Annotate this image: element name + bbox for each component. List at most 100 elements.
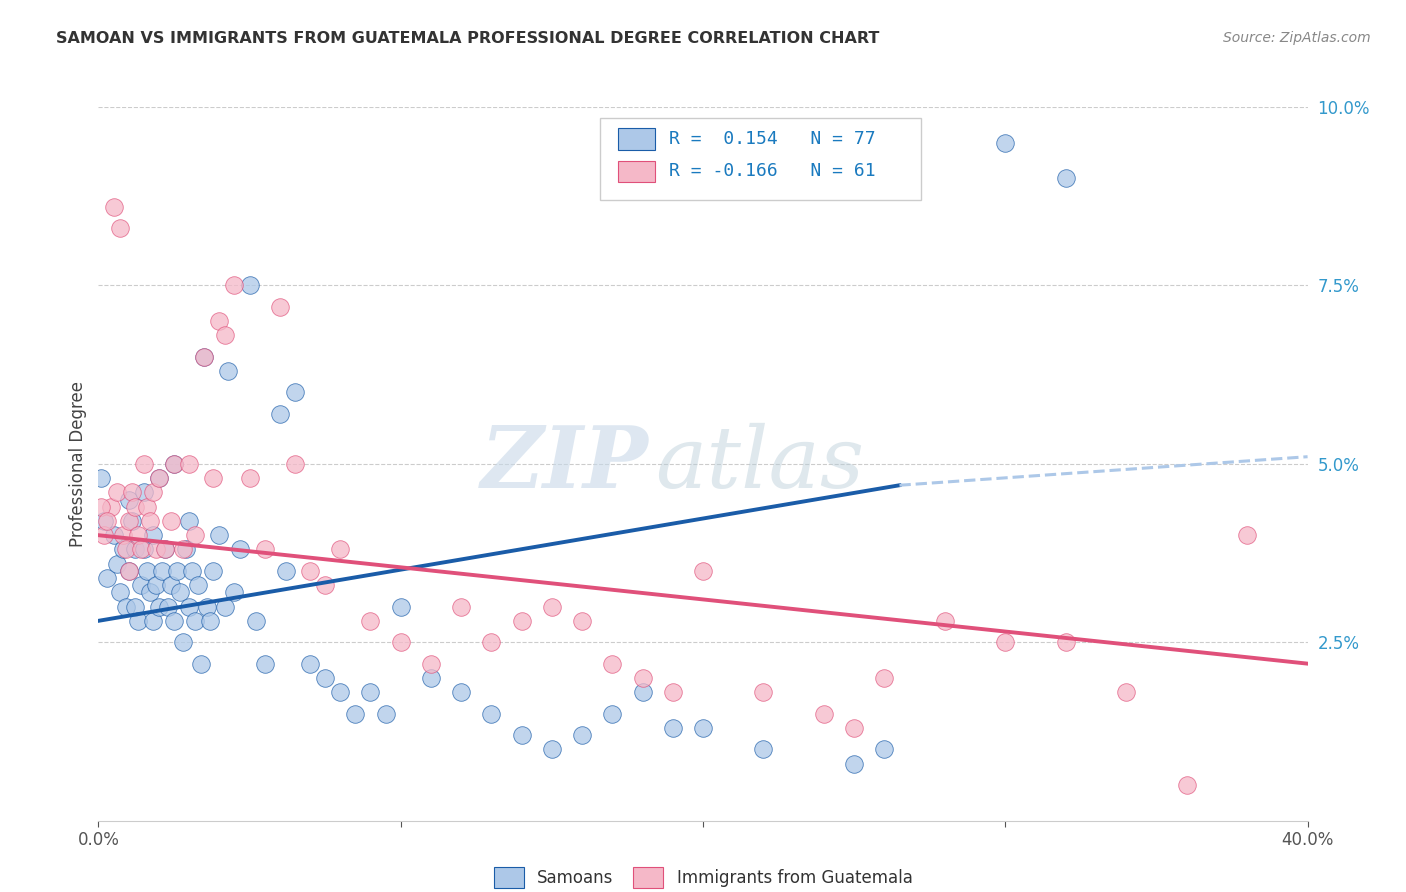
Text: R =  0.154   N = 77: R = 0.154 N = 77 <box>669 130 876 148</box>
Text: Source: ZipAtlas.com: Source: ZipAtlas.com <box>1223 31 1371 45</box>
Point <box>420 657 443 671</box>
Point <box>844 756 866 771</box>
Point <box>934 614 956 628</box>
Point <box>299 657 322 671</box>
Point <box>662 685 685 699</box>
Point <box>148 471 170 485</box>
Point <box>510 614 533 628</box>
Point <box>160 514 183 528</box>
Point <box>118 564 141 578</box>
Point <box>163 457 186 471</box>
Point <box>450 685 472 699</box>
Point <box>142 485 165 500</box>
Point <box>692 721 714 735</box>
Y-axis label: Professional Degree: Professional Degree <box>69 381 87 547</box>
Point <box>184 614 207 628</box>
Point <box>844 721 866 735</box>
Point <box>631 671 654 685</box>
Point <box>108 221 131 235</box>
Point <box>1236 528 1258 542</box>
Point <box>1175 778 1198 792</box>
Point <box>118 514 141 528</box>
Point <box>150 564 173 578</box>
Point <box>374 706 396 721</box>
Point <box>284 457 307 471</box>
Bar <box>619 161 655 182</box>
Point <box>190 657 212 671</box>
Point <box>145 542 167 557</box>
Point <box>360 614 382 628</box>
Point <box>193 350 215 364</box>
Point <box>329 685 352 699</box>
Point <box>114 599 136 614</box>
Point <box>172 542 194 557</box>
Point <box>1054 171 1077 186</box>
Point <box>132 457 155 471</box>
Point <box>111 542 134 557</box>
FancyBboxPatch shape <box>600 118 921 200</box>
Point <box>214 328 236 343</box>
Point <box>224 278 246 293</box>
Point <box>450 599 472 614</box>
Point <box>145 578 167 592</box>
Point <box>208 314 231 328</box>
Point <box>179 599 201 614</box>
Point <box>813 706 835 721</box>
Point <box>873 671 896 685</box>
Point <box>239 471 262 485</box>
Point <box>127 528 149 542</box>
Point <box>179 457 201 471</box>
Point <box>202 564 225 578</box>
Point <box>195 599 218 614</box>
Point <box>692 564 714 578</box>
Point <box>299 564 322 578</box>
Point <box>103 528 125 542</box>
Point <box>314 578 336 592</box>
Point <box>103 200 125 214</box>
Point <box>96 514 118 528</box>
Point <box>142 528 165 542</box>
Point <box>571 614 593 628</box>
Point <box>118 564 141 578</box>
Point <box>163 457 186 471</box>
Point <box>93 514 115 528</box>
Point <box>239 278 262 293</box>
Point <box>344 706 367 721</box>
Point <box>187 578 209 592</box>
Point <box>274 564 297 578</box>
Point <box>540 599 562 614</box>
Point <box>284 385 307 400</box>
Point <box>1054 635 1077 649</box>
Point <box>111 528 134 542</box>
Point <box>160 578 183 592</box>
Point <box>224 585 246 599</box>
Point <box>314 671 336 685</box>
Point <box>269 300 291 314</box>
Point <box>571 728 593 742</box>
Point <box>124 599 146 614</box>
Point <box>602 657 624 671</box>
Point <box>181 564 204 578</box>
Text: R = -0.166   N = 61: R = -0.166 N = 61 <box>669 162 876 180</box>
Point <box>142 614 165 628</box>
Point <box>90 500 112 514</box>
Point <box>245 614 267 628</box>
Point <box>752 685 775 699</box>
Point <box>510 728 533 742</box>
Bar <box>619 128 655 150</box>
Point <box>148 471 170 485</box>
Point <box>389 635 412 649</box>
Point <box>420 671 443 685</box>
Point <box>100 500 122 514</box>
Point <box>139 514 162 528</box>
Point <box>129 578 152 592</box>
Point <box>1115 685 1137 699</box>
Point <box>184 528 207 542</box>
Text: SAMOAN VS IMMIGRANTS FROM GUATEMALA PROFESSIONAL DEGREE CORRELATION CHART: SAMOAN VS IMMIGRANTS FROM GUATEMALA PROF… <box>56 31 880 46</box>
Point <box>662 721 685 735</box>
Point <box>153 542 176 557</box>
Point <box>202 471 225 485</box>
Point <box>132 485 155 500</box>
Legend: Samoans, Immigrants from Guatemala: Samoans, Immigrants from Guatemala <box>486 861 920 892</box>
Point <box>108 585 131 599</box>
